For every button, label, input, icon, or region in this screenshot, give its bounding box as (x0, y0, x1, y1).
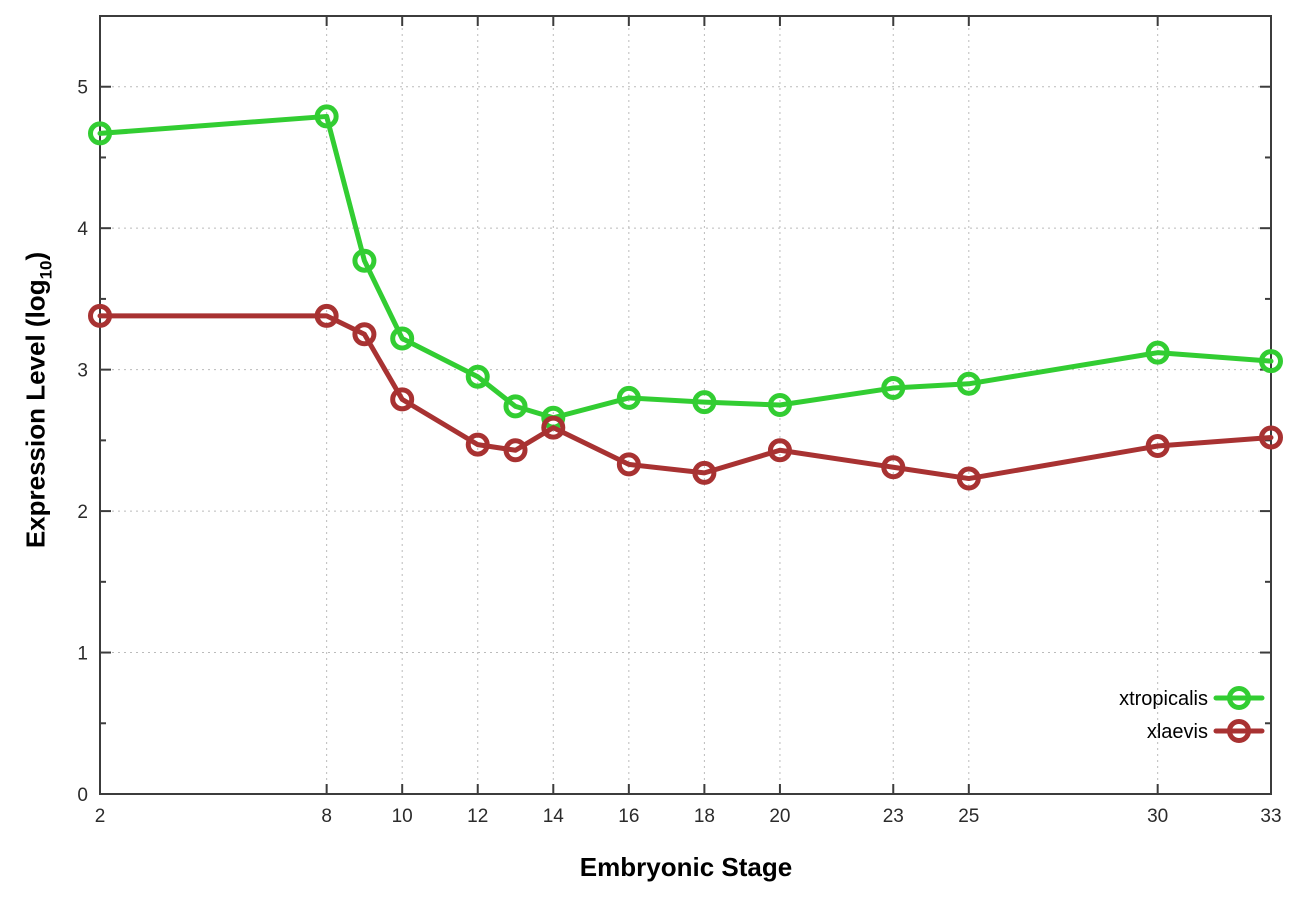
x-tick-label: 2 (95, 806, 106, 827)
data-point-xtropicalis (616, 385, 641, 410)
y-tick-label: 0 (77, 785, 88, 806)
y-axis-title-subscript: 10 (36, 260, 56, 280)
data-point-xtropicalis (352, 248, 377, 273)
data-point-xlaevis (390, 387, 415, 412)
series-line-xlaevis (97, 313, 1274, 482)
data-point-xtropicalis (692, 390, 717, 415)
x-tick-label: 16 (618, 806, 639, 827)
x-tick-label: 23 (883, 806, 904, 827)
data-point-xlaevis (881, 455, 906, 480)
legend-marker-icon (1227, 686, 1251, 710)
data-point-xtropicalis (881, 376, 906, 401)
y-axis-title-text: Expression Level (log (20, 279, 51, 549)
data-point-xlaevis (616, 452, 641, 477)
data-point-xtropicalis (956, 371, 981, 396)
x-tick-label: 30 (1147, 806, 1168, 827)
data-point-xtropicalis (767, 393, 792, 417)
data-point-xtropicalis (1145, 340, 1170, 365)
data-point-xtropicalis (1259, 349, 1283, 374)
data-point-xtropicalis (465, 364, 490, 389)
data-point-xlaevis (88, 303, 112, 328)
data-point-xlaevis (541, 415, 566, 440)
x-tick-label: 25 (958, 806, 979, 827)
x-tick-label: 8 (321, 806, 332, 827)
data-point-xlaevis (314, 303, 339, 328)
data-point-xlaevis (503, 438, 528, 463)
data-point-xlaevis (352, 322, 377, 347)
legend-marker-icon (1227, 719, 1251, 743)
data-point-xtropicalis (314, 104, 339, 129)
data-point-xtropicalis (88, 121, 112, 146)
y-tick-label: 4 (77, 219, 88, 240)
y-tick-label: 5 (77, 78, 88, 99)
series-line-xtropicalis (97, 113, 1274, 421)
y-tick-label: 2 (77, 502, 88, 523)
data-point-xlaevis (1259, 425, 1283, 450)
x-axis-title: Embryonic Stage (579, 852, 793, 882)
x-tick-label: 10 (392, 806, 413, 827)
legend-label-xtropicalis: xtropicalis (1119, 688, 1208, 710)
x-tick-label: 20 (769, 806, 790, 827)
data-point-xlaevis (767, 438, 792, 463)
x-tick-label: 33 (1260, 806, 1281, 827)
data-point-xtropicalis (503, 394, 528, 419)
y-tick-label: 3 (77, 361, 88, 382)
legend-label-xlaevis: xlaevis (1147, 721, 1208, 743)
x-tick-label: 14 (543, 806, 565, 827)
plot-border (99, 15, 1272, 795)
data-point-xlaevis (692, 460, 717, 485)
data-point-xtropicalis (390, 326, 415, 351)
data-point-xlaevis (1145, 434, 1170, 459)
x-tick-label: 18 (694, 806, 715, 827)
y-tick-label: 1 (77, 644, 88, 665)
data-point-xlaevis (956, 466, 981, 491)
y-axis-title: Expression Level (log10) (20, 252, 56, 549)
data-point-xlaevis (465, 432, 490, 457)
x-tick-label: 12 (467, 806, 488, 827)
